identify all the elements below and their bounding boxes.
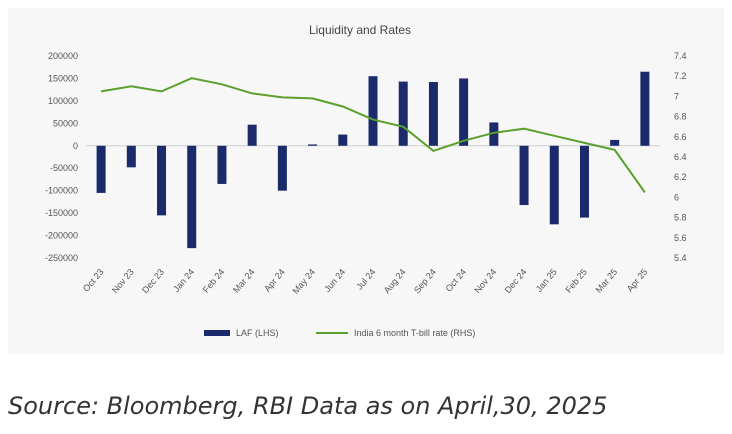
x-axis-tick-label: Mar 24 — [231, 267, 257, 295]
laf-bar — [579, 145, 589, 218]
right-axis-tick-label: 5.4 — [674, 253, 687, 263]
x-axis-tick-label: Sep 24 — [412, 267, 438, 295]
x-axis-tick-label: Dec 23 — [140, 267, 166, 295]
left-axis-tick-label: -50000 — [50, 163, 78, 173]
laf-bar — [157, 145, 167, 216]
laf-bar — [428, 82, 438, 146]
x-axis-tick-label: Apr 25 — [625, 267, 650, 294]
left-axis-tick-label: -200000 — [45, 231, 78, 241]
x-axis-tick-label: Dec 24 — [503, 267, 529, 295]
x-axis-tick-label: Jun 24 — [322, 267, 347, 294]
laf-bar — [459, 78, 469, 146]
laf-bar — [277, 145, 287, 191]
chart-title: Liquidity and Rates — [309, 23, 411, 37]
right-axis-tick-label: 7 — [674, 91, 679, 101]
x-axis-tick-label: Jul 24 — [354, 267, 377, 292]
x-axis-tick-label: Nov 24 — [472, 267, 498, 295]
right-axis-tick-label: 6.6 — [674, 132, 687, 142]
left-axis-tick-label: 0 — [73, 141, 78, 151]
laf-bar — [519, 145, 529, 206]
left-axis-tick-label: 50000 — [53, 118, 78, 128]
laf-bar — [126, 145, 136, 168]
left-axis-tick-label: 100000 — [48, 96, 78, 106]
left-axis-tick-label: -150000 — [45, 208, 78, 218]
right-axis-tick-label: 5.8 — [674, 213, 687, 223]
left-axis-tick-label: 150000 — [48, 73, 78, 83]
right-axis-tick-label: 7.4 — [674, 51, 687, 61]
right-axis-tick-label: 6 — [674, 192, 679, 202]
x-axis-tick-label: Feb 25 — [563, 267, 589, 295]
laf-bar — [187, 145, 197, 249]
right-axis-tick-label: 6.2 — [674, 172, 687, 182]
laf-bar — [549, 145, 559, 225]
right-axis-tick-label: 6.4 — [674, 152, 687, 162]
chart-panel: Liquidity and Rates 200000 150000 100000 50… — [8, 8, 724, 354]
x-axis-tick-label: Mar 25 — [594, 267, 620, 295]
left-axis-tick-label: -250000 — [45, 253, 78, 263]
laf-bar — [96, 145, 106, 193]
laf-bar — [610, 139, 620, 146]
source-note: Source: Bloomberg, RBI Data as on April,… — [8, 392, 608, 420]
laf-bar — [398, 81, 408, 146]
x-axis-tick-label: Apr 24 — [262, 267, 287, 294]
legend-laf-swatch — [204, 330, 230, 336]
laf-bar — [368, 76, 378, 146]
liquidity-rates-chart: Liquidity and Rates 200000 150000 100000 50… — [45, 23, 687, 338]
x-axis-tick-label: Jan 24 — [171, 267, 196, 294]
laf-bar — [489, 122, 499, 146]
left-axis-tick-label: 200000 — [48, 51, 78, 61]
left-axis-tick-label: -100000 — [45, 186, 78, 196]
laf-bar — [640, 71, 650, 146]
x-axis-tick-label: Feb 24 — [201, 267, 227, 295]
x-axis-tick-label: Jan 25 — [534, 267, 559, 294]
x-axis-tick-label: Oct 24 — [443, 267, 468, 294]
legend-tbill-label: India 6 month T-bill rate (RHS) — [354, 328, 475, 338]
tbill-rate-line — [100, 77, 646, 193]
x-axis-tick-label: Nov 23 — [110, 267, 136, 295]
right-axis-tick-label: 5.6 — [674, 233, 687, 243]
laf-bar — [308, 144, 318, 146]
laf-bar — [247, 124, 257, 146]
laf-bar — [217, 145, 227, 184]
chart-legend: LAF (LHS) India 6 month T-bill rate (RHS… — [204, 328, 475, 338]
x-axis-tick-label: May 24 — [290, 267, 317, 296]
right-axis-tick-label: 6.8 — [674, 112, 687, 122]
right-axis-tick-label: 7.2 — [674, 71, 687, 81]
x-axis-tick-label: Oct 23 — [81, 267, 106, 294]
x-axis-tick-label: Aug 24 — [382, 267, 408, 295]
legend-laf-label: LAF (LHS) — [236, 328, 279, 338]
laf-bar — [338, 134, 348, 146]
